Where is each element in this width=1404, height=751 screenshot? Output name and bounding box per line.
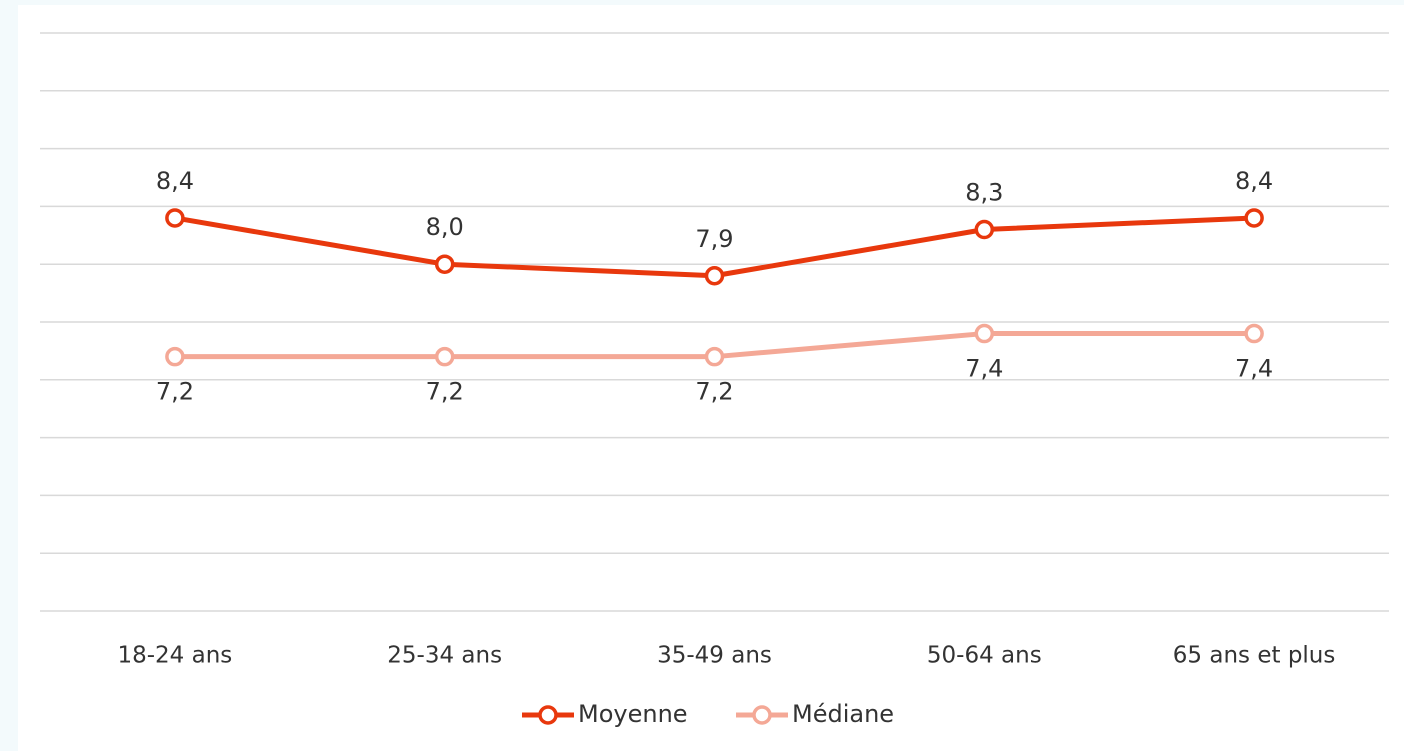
point-marker [434, 346, 455, 367]
point-marker [165, 208, 185, 228]
point-marker [434, 254, 455, 274]
point-marker [1244, 208, 1264, 228]
x-tick-label: 35-49 ans [657, 643, 772, 669]
point-marker [1244, 323, 1264, 344]
point-marker [165, 346, 185, 367]
data-label: 7,2 [156, 378, 194, 406]
data-label: 7,2 [695, 378, 733, 406]
data-label: 8,4 [1235, 167, 1273, 195]
legend-marker [752, 705, 772, 725]
data-label: 7,9 [695, 225, 733, 253]
x-tick-label: 25-34 ans [387, 643, 502, 669]
legend-marker [538, 705, 558, 725]
data-label: 8,0 [426, 213, 464, 241]
x-tick-label: 50-64 ans [927, 643, 1042, 669]
plot-background [18, 5, 1404, 751]
data-label: 8,4 [156, 167, 194, 195]
legend-label: Médiane [792, 700, 894, 728]
data-label: 7,4 [1235, 355, 1273, 383]
point-marker [974, 219, 995, 240]
point-marker [974, 323, 995, 344]
data-label: 7,4 [965, 355, 1003, 383]
x-tick-label: 18-24 ans [117, 643, 232, 669]
legend-label: Moyenne [578, 700, 688, 728]
data-label: 7,2 [426, 378, 464, 406]
point-marker [704, 266, 725, 286]
x-tick-label: 65 ans et plus [1173, 643, 1336, 669]
data-label: 8,3 [965, 179, 1003, 207]
point-marker [704, 346, 725, 367]
